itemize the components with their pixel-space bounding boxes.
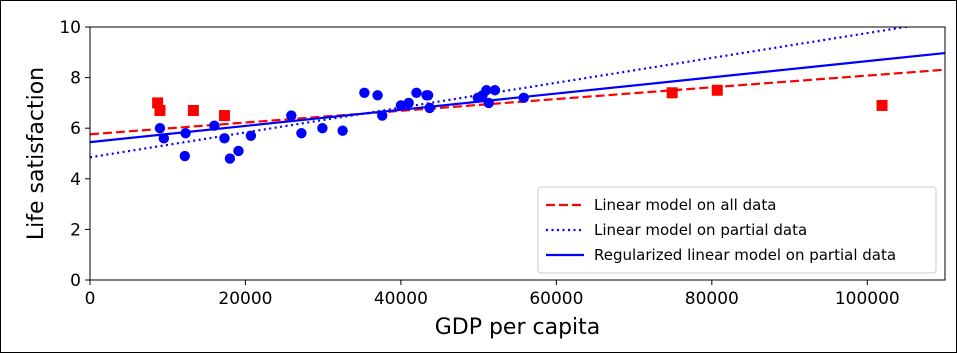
data-point	[483, 97, 494, 109]
legend-label: Linear model on partial data	[594, 221, 807, 239]
y-tick-label: 2	[70, 220, 81, 240]
data-point	[317, 123, 328, 134]
data-point	[337, 125, 348, 136]
y-tick-label: 6	[70, 119, 81, 139]
data-point	[403, 97, 414, 109]
y-tick-label: 0	[70, 271, 81, 291]
x-tick-label: 20000	[218, 289, 272, 309]
data-point	[876, 99, 888, 111]
data-point	[154, 104, 166, 116]
data-point	[180, 128, 191, 139]
x-axis-label: GDP per capita	[435, 315, 601, 340]
plot-area-border	[89, 26, 946, 281]
model-lines	[90, 27, 945, 159]
legend-label: Linear model on all data	[594, 196, 776, 214]
data-point	[233, 145, 244, 157]
data-point	[666, 87, 678, 99]
data-point	[158, 133, 170, 144]
data-point	[424, 102, 435, 114]
data-point	[245, 130, 257, 141]
data-point	[481, 85, 492, 96]
y-axis-label: Life satisfaction	[24, 67, 49, 240]
data-point	[219, 133, 230, 144]
data-point	[489, 85, 501, 96]
y-axis-label-group: Life satisfaction	[24, 67, 49, 240]
legend-box	[537, 186, 937, 274]
y-tick-label: 8	[70, 69, 81, 89]
data-point	[296, 128, 307, 139]
model-line-dotted	[90, 27, 913, 159]
y-tick-label: 10	[59, 18, 81, 38]
data-point	[518, 92, 529, 104]
x-tick-label: 40000	[374, 289, 428, 309]
data-point	[209, 120, 220, 131]
data-point	[411, 87, 422, 98]
data-point	[154, 123, 166, 134]
data-point	[179, 150, 191, 162]
legend: Linear model on all data Linear model on …	[537, 186, 937, 274]
y-tick-label: 4	[70, 170, 81, 190]
x-tick-label: 0	[85, 289, 96, 309]
legend-label: Regularized linear model on partial data	[594, 246, 896, 264]
blue-circle-series	[154, 85, 529, 164]
data-point	[422, 90, 434, 101]
data-point	[218, 110, 230, 122]
data-point	[286, 110, 297, 121]
data-point	[152, 97, 164, 109]
x-tick-label: 100000	[835, 289, 900, 309]
data-point	[372, 90, 383, 101]
data-point	[711, 84, 723, 96]
data-point	[359, 87, 370, 98]
data-point	[377, 110, 388, 121]
data-point	[187, 104, 199, 116]
x-tick-label: 80000	[685, 289, 739, 309]
data-point	[224, 153, 236, 164]
red-square-series	[152, 84, 888, 122]
model-line-solid	[90, 51, 945, 144]
x-tick-label: 60000	[529, 289, 583, 309]
